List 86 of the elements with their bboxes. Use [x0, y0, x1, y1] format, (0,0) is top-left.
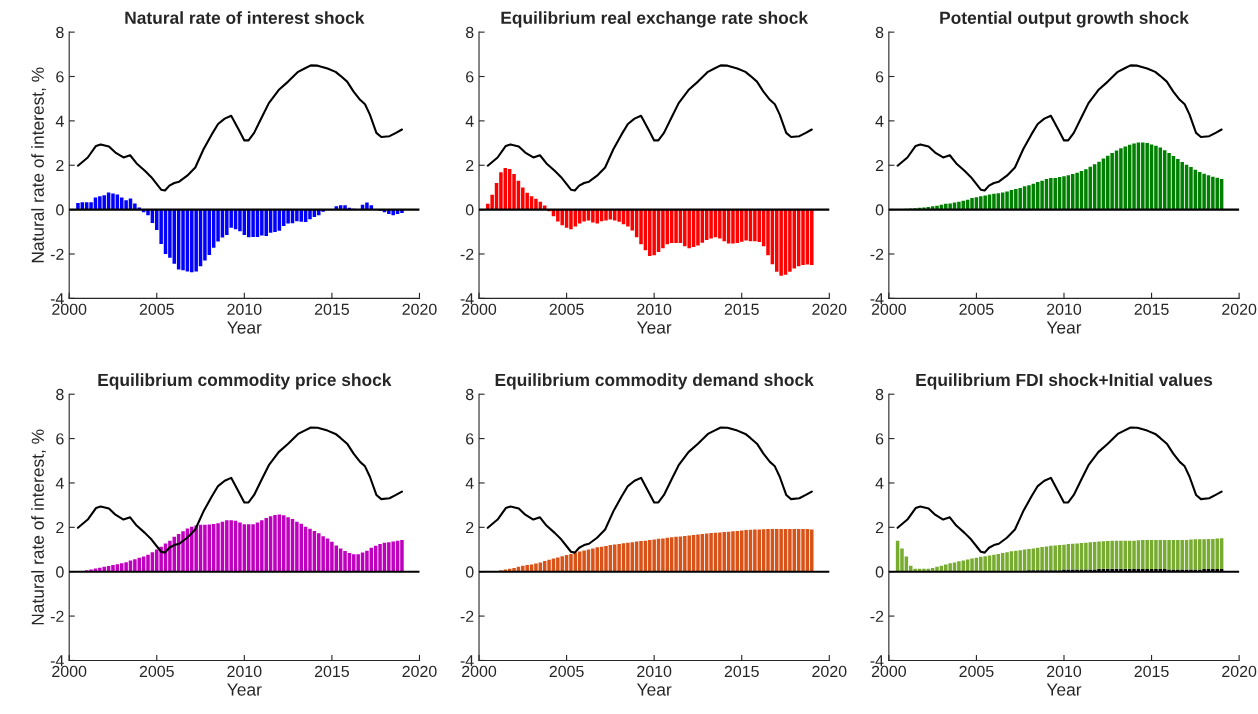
y-tick-label: 6: [875, 433, 884, 445]
x-axis-title: Year: [227, 321, 262, 334]
x-tick-label: 2005: [959, 665, 994, 678]
x-tick-label: 2005: [549, 665, 584, 678]
y-tick-label: 4: [55, 477, 64, 489]
y-axis-title: Natural rate of interest, %: [31, 429, 46, 625]
x-tick-label: 2010: [1047, 303, 1082, 315]
y-tick-label: 8: [875, 26, 884, 39]
chart-title: Equilibrium commodity demand shock: [495, 373, 814, 390]
y-tick-label: 4: [465, 115, 474, 127]
y-tick-label: 2: [466, 159, 474, 172]
y-tick-label: 6: [466, 71, 474, 83]
x-tick-label: 2015: [1134, 665, 1169, 678]
x-tick-label: 2020: [402, 665, 437, 678]
y-tick-label: 2: [56, 521, 64, 534]
y-tick-label: 2: [875, 521, 884, 534]
y-tick-label: -4: [460, 293, 474, 305]
y-tick-label: 8: [56, 26, 64, 39]
x-tick-label: 2020: [402, 303, 437, 315]
x-tick-label: 2010: [637, 665, 672, 678]
y-tick-label: 4: [875, 115, 884, 127]
x-tick-label: 2000: [462, 665, 497, 678]
x-tick-label: 2000: [871, 303, 906, 315]
y-tick-label: 0: [56, 204, 64, 216]
y-tick-label: 8: [465, 388, 474, 401]
x-tick-label: 2005: [139, 303, 174, 315]
x-tick-label: 2020: [1222, 303, 1257, 315]
y-tick-label: 6: [56, 433, 64, 445]
x-tick-label: 2005: [139, 665, 174, 678]
x-tick-label: 2015: [724, 303, 759, 315]
chart-title: Equilibrium FDI shock+Initial values: [916, 373, 1213, 390]
y-tick-label: 2: [875, 159, 884, 172]
y-tick-label: -4: [870, 293, 884, 305]
x-axis-title: Year: [227, 683, 262, 696]
x-tick-label: 2005: [959, 303, 994, 315]
y-tick-label: 4: [55, 115, 64, 127]
y-tick-label: 0: [465, 566, 474, 578]
x-tick-label: 2000: [52, 665, 87, 678]
y-tick-label: 8: [875, 388, 884, 401]
chart-title: Natural rate of interest shock: [125, 11, 365, 24]
y-tick-label: -2: [870, 610, 884, 622]
chart-title: Equilibrium real exchange rate shock: [501, 11, 809, 28]
y-tick-label: -2: [460, 248, 474, 260]
x-tick-label: 2020: [812, 303, 847, 315]
x-tick-label: 2015: [314, 303, 349, 315]
y-tick-label: 0: [465, 204, 474, 216]
y-tick-label: -2: [50, 248, 64, 260]
x-axis-title: Year: [637, 321, 672, 334]
y-axis-title: Natural rate of interest, %: [31, 67, 46, 263]
y-tick-label: 2: [466, 521, 474, 534]
x-axis-title: Year: [637, 683, 672, 696]
y-tick-label: 4: [875, 477, 884, 489]
x-tick-label: 2010: [227, 303, 262, 315]
y-tick-label: -2: [870, 248, 884, 260]
chart-title: Potential output growth shock: [940, 11, 1189, 28]
x-axis-title: Year: [1046, 683, 1082, 696]
chart-title: Equilibrium commodity price shock: [98, 373, 392, 390]
x-tick-label: 2020: [812, 665, 847, 678]
y-tick-label: 0: [56, 566, 64, 578]
y-tick-label: 6: [466, 433, 474, 445]
y-tick-label: 6: [56, 71, 64, 83]
x-tick-label: 2010: [637, 303, 672, 315]
y-tick-label: 8: [56, 388, 64, 401]
x-tick-label: 2000: [871, 665, 906, 678]
x-tick-label: 2015: [724, 665, 759, 678]
x-tick-label: 2000: [52, 303, 87, 315]
y-tick-label: -4: [50, 293, 64, 305]
x-tick-label: 2010: [227, 665, 262, 678]
y-tick-label: 4: [465, 477, 474, 489]
x-tick-label: 2015: [1134, 303, 1169, 315]
x-tick-label: 2005: [549, 303, 584, 315]
x-tick-label: 2010: [1047, 665, 1082, 678]
y-tick-label: -4: [870, 655, 884, 667]
y-tick-label: 6: [875, 71, 884, 83]
y-tick-label: -2: [50, 610, 64, 622]
y-tick-label: 0: [875, 566, 884, 578]
y-tick-label: 2: [56, 159, 64, 172]
y-tick-label: 0: [875, 204, 884, 216]
y-tick-label: 8: [465, 26, 474, 39]
x-axis-title: Year: [1046, 321, 1082, 334]
y-tick-label: -4: [460, 655, 474, 667]
y-tick-label: -4: [50, 655, 64, 667]
x-tick-label: 2000: [462, 303, 497, 315]
y-tick-label: -2: [460, 610, 474, 622]
x-tick-label: 2020: [1222, 665, 1257, 678]
x-tick-label: 2015: [314, 665, 349, 678]
